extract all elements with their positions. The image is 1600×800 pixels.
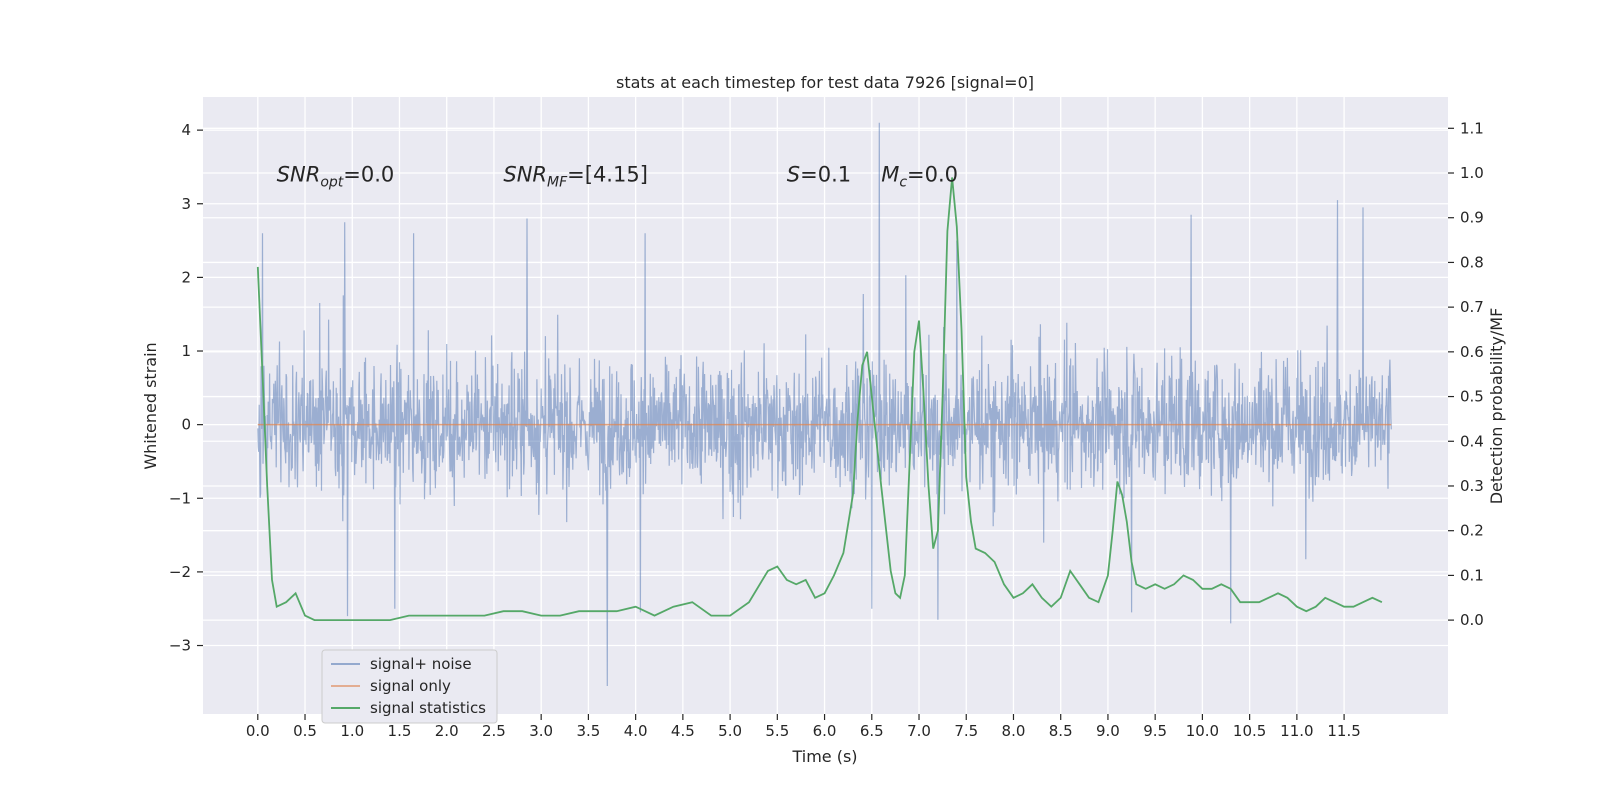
- x-tick-label: 11.5: [1327, 722, 1360, 740]
- x-tick-label: 2.5: [482, 722, 506, 740]
- y2-tick-label: 0.7: [1460, 298, 1484, 316]
- annotation-0: SNRopt=0.0: [277, 163, 395, 191]
- y-tick-label: −3: [169, 637, 191, 655]
- annotation-1: SNRMF=[4.15]: [503, 163, 648, 191]
- y-tick-label: −2: [169, 563, 191, 581]
- x-tick-label: 2.0: [435, 722, 459, 740]
- series-layer: [256, 122, 1392, 687]
- y-axis-title: Whitened strain: [141, 342, 160, 469]
- y-tick-label: 0: [181, 416, 191, 434]
- x-axis-title: Time (s): [791, 747, 857, 766]
- x-tick-label: 5.5: [765, 722, 789, 740]
- x-tick-label: 11.0: [1280, 722, 1313, 740]
- x-tick-label: 3.5: [576, 722, 600, 740]
- legend-label-signal-noise: signal+ noise: [370, 655, 472, 673]
- x-tick-label: 7.5: [954, 722, 978, 740]
- series-signal-statistics: [256, 177, 1383, 621]
- y2-tick-label: 0.8: [1460, 253, 1484, 271]
- y2-tick-label: 0.4: [1460, 432, 1484, 450]
- y-tick-label: −1: [169, 489, 191, 507]
- y2-tick-label: 1.0: [1460, 164, 1484, 182]
- x-tick-label: 3.0: [529, 722, 553, 740]
- x-tick-label: 0.5: [293, 722, 317, 740]
- y-tick-label: 4: [181, 121, 191, 139]
- legend-label-signal-statistics: signal statistics: [370, 699, 486, 717]
- y2-axis-title: Detection probability/MF: [1487, 308, 1506, 505]
- annotation-3: Mc=0.0: [881, 163, 958, 191]
- x-tick-label: 4.5: [671, 722, 695, 740]
- axes: 0.0 0.5 1.0 1.5 2.0 2.5 3.0 3.5 4.0 4.5 5.0 5.5 6.0 6…: [169, 119, 1484, 740]
- y2-tick-label: 0.5: [1460, 388, 1484, 406]
- x-tick-label: 10.5: [1233, 722, 1266, 740]
- x-tick-label: 8.0: [1002, 722, 1026, 740]
- legend-box: [321, 649, 498, 724]
- x-tick-label: 7.0: [907, 722, 931, 740]
- x-tick-label: 9.5: [1143, 722, 1167, 740]
- x-tick-label: 9.0: [1096, 722, 1120, 740]
- y-tick-label: 3: [181, 195, 191, 213]
- x-tick-label: 1.5: [388, 722, 412, 740]
- x-tick-label: 0.0: [246, 722, 270, 740]
- legend-label-signal-only: signal only: [370, 677, 451, 695]
- y2-tick-label: 0.3: [1460, 477, 1484, 495]
- x-tick-label: 10.0: [1186, 722, 1219, 740]
- y2-tick-label: 0.6: [1460, 343, 1484, 361]
- x-tick-label: 6.5: [860, 722, 884, 740]
- x-tick-label: 8.5: [1049, 722, 1073, 740]
- x-tick-label: 5.0: [718, 722, 742, 740]
- y2-tick-label: 0.0: [1460, 611, 1484, 629]
- series-signal-noise: [257, 122, 1392, 687]
- chart-title: stats at each timestep for test data 792…: [616, 73, 1034, 92]
- y-tick-label: 2: [181, 268, 191, 286]
- y2-tick-label: 0.9: [1460, 209, 1484, 227]
- x-tick-label: 6.0: [813, 722, 837, 740]
- y2-tick-label: 1.1: [1460, 119, 1484, 137]
- y2-tick-label: 0.1: [1460, 566, 1484, 584]
- x-tick-label: 1.0: [340, 722, 364, 740]
- legend: signal+ noise signal only signal statist…: [321, 649, 498, 724]
- x-tick-label: 4.0: [624, 722, 648, 740]
- y2-tick-label: 0.2: [1460, 522, 1484, 540]
- y-tick-label: 1: [181, 342, 191, 360]
- annotation-2: S=0.1: [787, 163, 851, 187]
- annotations: SNRopt=0.0 SNRMF=[4.15] S=0.1 Mc=0.0: [277, 163, 958, 191]
